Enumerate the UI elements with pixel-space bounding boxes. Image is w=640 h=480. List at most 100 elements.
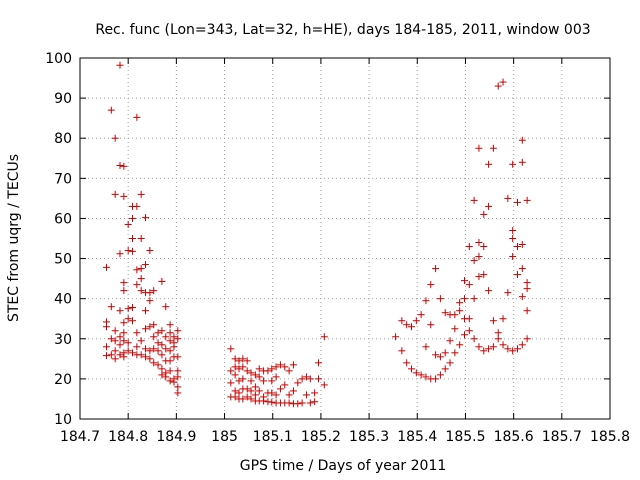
data-point bbox=[158, 327, 166, 335]
data-point bbox=[158, 371, 166, 379]
data-point bbox=[485, 160, 493, 168]
data-point bbox=[306, 399, 314, 407]
y-tick-label: 40 bbox=[54, 292, 72, 308]
data-point bbox=[170, 378, 178, 386]
data-point bbox=[142, 345, 150, 353]
data-point bbox=[285, 399, 293, 407]
data-point bbox=[499, 78, 507, 86]
data-point bbox=[158, 365, 166, 373]
data-point bbox=[133, 113, 141, 121]
data-point bbox=[485, 287, 493, 295]
data-point bbox=[509, 160, 517, 168]
data-point bbox=[268, 365, 276, 373]
data-point bbox=[268, 398, 276, 406]
data-point bbox=[120, 353, 128, 361]
data-point bbox=[281, 381, 289, 389]
data-point bbox=[260, 397, 268, 405]
data-point bbox=[129, 317, 137, 325]
data-point bbox=[170, 343, 178, 351]
x-tick-label: 184.7 bbox=[60, 429, 100, 445]
data-point bbox=[465, 281, 473, 289]
data-point bbox=[504, 345, 512, 353]
data-point bbox=[475, 273, 483, 281]
data-point bbox=[166, 367, 174, 375]
x-tick-label: 185.1 bbox=[253, 429, 293, 445]
data-point bbox=[170, 333, 178, 341]
data-point bbox=[460, 295, 468, 303]
data-point bbox=[103, 352, 110, 360]
data-point bbox=[111, 347, 119, 355]
y-tick-label: 90 bbox=[54, 91, 72, 107]
data-point bbox=[146, 297, 154, 305]
data-point bbox=[436, 295, 444, 303]
data-point bbox=[129, 303, 137, 311]
x-axis-label: GPS time / Days of year 2011 bbox=[240, 458, 447, 474]
data-point bbox=[285, 367, 293, 375]
data-point bbox=[475, 253, 483, 261]
data-point bbox=[133, 266, 141, 274]
data-point bbox=[523, 196, 531, 204]
data-point bbox=[432, 351, 440, 359]
data-point bbox=[154, 347, 162, 355]
x-tick-label: 185.4 bbox=[397, 429, 437, 445]
data-point bbox=[504, 289, 512, 297]
data-point bbox=[150, 321, 158, 329]
chart-title: Rec. func (Lon=343, Lat=32, h=HE), days … bbox=[95, 22, 590, 38]
data-point bbox=[320, 381, 328, 389]
data-point bbox=[111, 337, 119, 345]
data-point bbox=[111, 134, 119, 142]
data-point bbox=[231, 363, 239, 371]
data-point bbox=[133, 281, 141, 289]
data-point bbox=[166, 337, 174, 345]
data-point bbox=[289, 387, 297, 395]
data-point bbox=[451, 311, 459, 319]
data-point bbox=[247, 387, 255, 395]
data-point bbox=[276, 385, 284, 393]
data-point bbox=[231, 355, 239, 363]
data-point bbox=[116, 341, 124, 349]
data-point bbox=[103, 323, 110, 331]
data-point bbox=[227, 367, 235, 375]
y-tick-label: 10 bbox=[54, 412, 72, 428]
y-tick-label: 100 bbox=[45, 51, 72, 67]
data-point bbox=[302, 391, 310, 399]
data-point bbox=[298, 399, 306, 407]
data-point bbox=[392, 333, 400, 341]
data-point bbox=[142, 325, 150, 333]
data-point bbox=[494, 335, 502, 343]
data-point bbox=[251, 391, 259, 399]
data-point bbox=[158, 341, 166, 349]
data-point bbox=[315, 375, 322, 383]
data-point bbox=[137, 235, 145, 242]
data-point bbox=[166, 357, 174, 365]
data-point bbox=[146, 247, 154, 255]
data-point bbox=[174, 389, 182, 397]
data-point bbox=[116, 351, 124, 359]
data-point bbox=[107, 351, 115, 359]
data-point bbox=[272, 363, 280, 371]
data-point bbox=[154, 361, 162, 369]
data-point bbox=[298, 375, 306, 383]
x-tick-label: 184.8 bbox=[108, 429, 148, 445]
data-point bbox=[268, 377, 276, 385]
data-point bbox=[107, 335, 115, 343]
data-point bbox=[227, 379, 235, 387]
data-point bbox=[465, 315, 473, 323]
data-point bbox=[124, 305, 132, 313]
plot-frame bbox=[79, 57, 611, 420]
data-point bbox=[456, 307, 464, 315]
data-point bbox=[174, 383, 182, 391]
data-point bbox=[255, 365, 263, 373]
data-point bbox=[460, 331, 468, 339]
data-point bbox=[513, 345, 521, 353]
data-point bbox=[162, 303, 170, 311]
data-point bbox=[255, 387, 263, 395]
data-point bbox=[456, 341, 464, 349]
y-tick-label: 60 bbox=[54, 211, 72, 227]
y-axis-label: STEC from uqrg / TECUs bbox=[6, 154, 22, 322]
data-point bbox=[146, 323, 154, 331]
data-point bbox=[403, 321, 411, 329]
data-point bbox=[120, 287, 128, 295]
data-point bbox=[129, 214, 137, 222]
data-point bbox=[150, 287, 158, 295]
